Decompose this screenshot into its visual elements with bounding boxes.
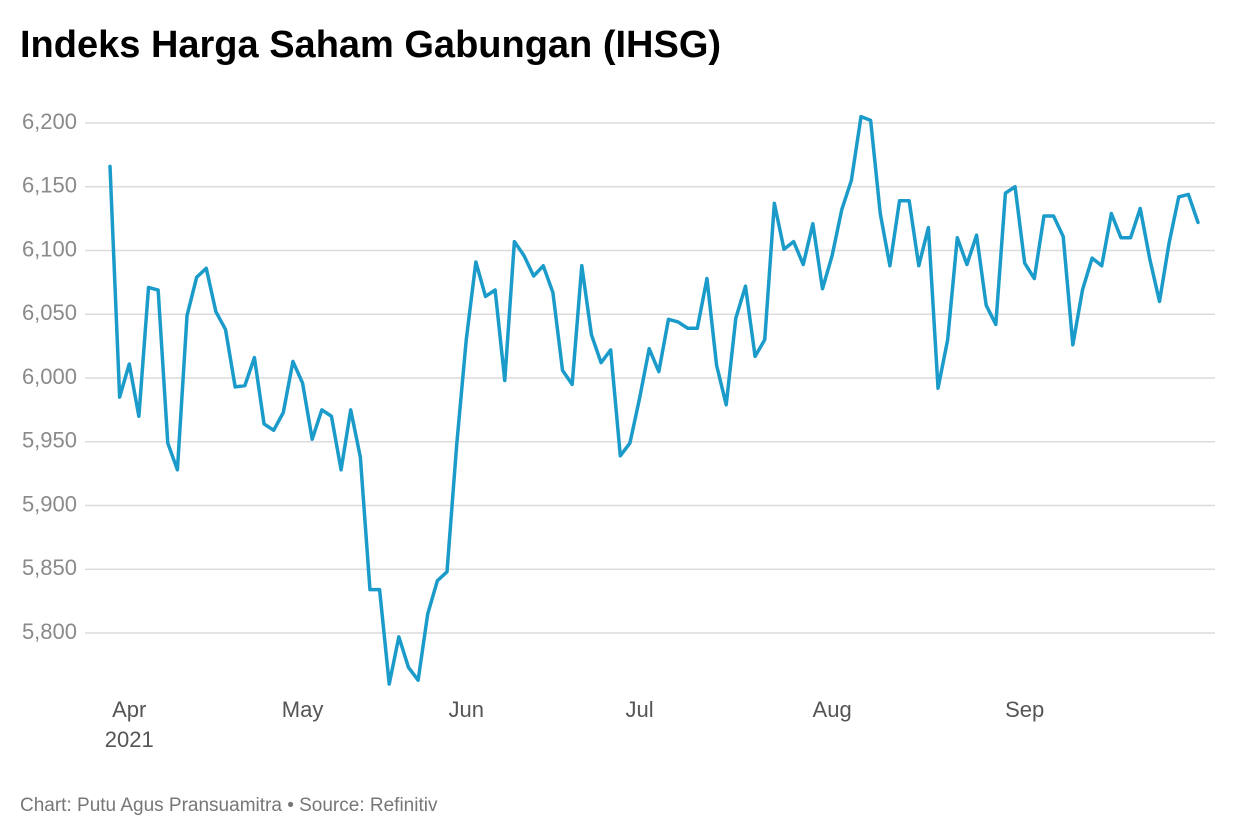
x-tick-label: Jun <box>449 697 484 722</box>
x-tick-label: May <box>282 697 324 722</box>
y-tick-label: 6,050 <box>22 300 77 325</box>
y-tick-label: 5,850 <box>22 555 77 580</box>
y-tick-label: 5,900 <box>22 491 77 516</box>
x-tick-label: Jul <box>625 697 653 722</box>
x-tick-label: Apr <box>112 697 146 722</box>
source-note: Chart: Putu Agus Pransuamitra • Source: … <box>20 795 438 816</box>
price-line <box>108 114 1200 686</box>
x-year-label: 2021 <box>105 727 154 752</box>
y-tick-label: 6,200 <box>22 109 77 134</box>
y-tick-label: 6,100 <box>22 236 77 261</box>
x-tick-label: Sep <box>1005 697 1044 722</box>
y-tick-label: 5,950 <box>22 428 77 453</box>
y-tick-label: 5,800 <box>22 619 77 644</box>
x-tick-label: Aug <box>813 697 852 722</box>
y-tick-label: 6,000 <box>22 364 77 389</box>
y-tick-label: 6,150 <box>22 173 77 198</box>
chart-title: Indeks Harga Saham Gabungan (IHSG) <box>20 24 721 66</box>
